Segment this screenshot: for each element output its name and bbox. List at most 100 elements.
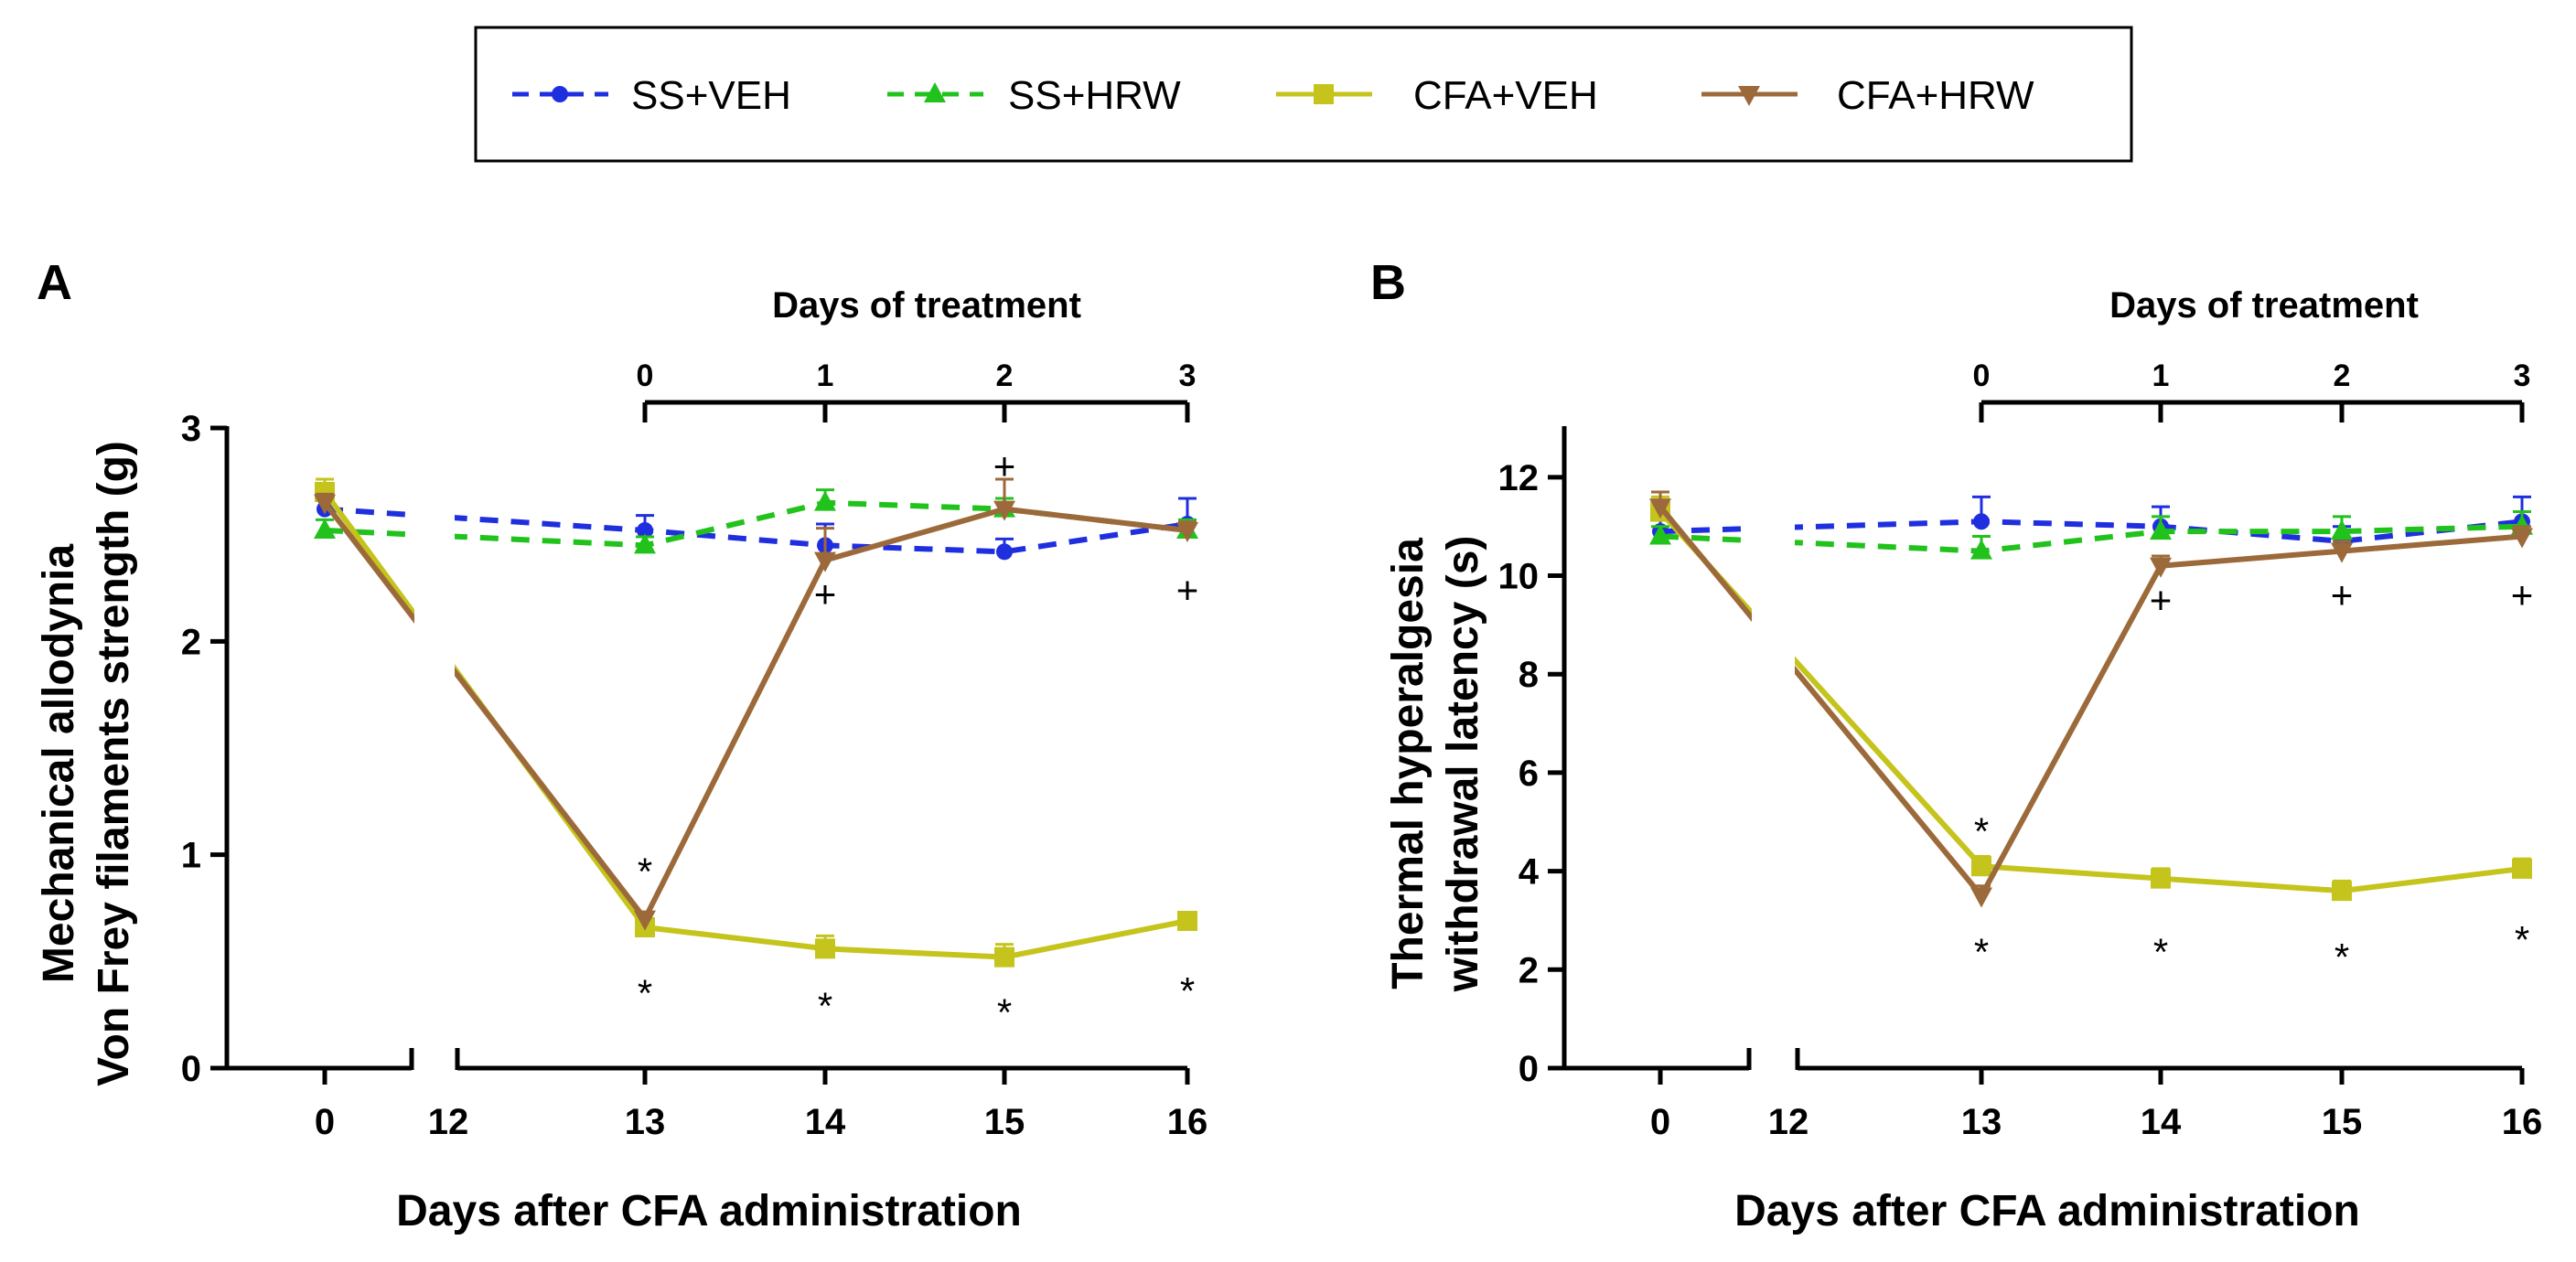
panel-b-treatment-tick-label-1: 1	[2152, 358, 2170, 393]
panel-b-x-tick-label-0: 0	[1650, 1102, 1670, 1142]
panel-b-treatment-tick-label-2: 2	[2334, 358, 2351, 393]
panel-a-point-cfa-hrw-13	[634, 910, 656, 931]
panel-a-xlabel: Days after CFA administration	[396, 1187, 1022, 1235]
panel-b-significance-star-4: *	[2515, 918, 2529, 961]
panel-a-treatment-tick-label-0: 0	[637, 358, 654, 393]
panel-a-ylabel-line2: Von Frey filaments strength (g)	[90, 441, 138, 1086]
panel-b-y-tick-label-6: 6	[1519, 754, 1539, 794]
panel-b-point-ss-hrw-15	[2331, 519, 2353, 540]
panel-a-significance-star-0: *	[638, 850, 652, 893]
panel-a-ylabel-line1: Mechanical allodynia	[35, 544, 83, 983]
panel-b-y-tick-label-4: 4	[1519, 852, 1540, 893]
panel-b-significance-star-2: *	[2153, 930, 2168, 973]
panel-b-ylabel-line2: withdrawal latency (s)	[1439, 536, 1487, 993]
panel-b-point-cfa-veh-15	[2332, 881, 2352, 902]
panel-a-significance-plus-7: +	[1176, 568, 1199, 611]
panel-a-x-tick-label-14: 14	[805, 1102, 846, 1142]
legend: SS+VEH SS+HRW CFA+VEH CFA+HRW	[474, 26, 2133, 163]
panel-b-treatment-tick-label-3: 3	[2514, 358, 2531, 393]
panel-a-point-ss-veh-13	[637, 522, 653, 539]
panel-b-point-cfa-hrw-16	[2511, 528, 2533, 549]
panel-b-ylabel-line1: Thermal hyperalgesia	[1384, 538, 1433, 989]
panel-b-x-tick-label-14: 14	[2141, 1102, 2182, 1142]
panel-b-significance-plus-5: +	[2150, 578, 2173, 621]
panel-a-x-tick-label-16: 16	[1167, 1102, 1208, 1142]
panel-b: B Days of treatment Thermal hyperalgesia…	[1370, 255, 2542, 1235]
panel-b-xlabel: Days after CFA administration	[1734, 1187, 2360, 1235]
panel-a: A Days of treatment Mechanical allodynia…	[35, 255, 1208, 1235]
panel-b-point-cfa-veh-13	[1971, 856, 1991, 877]
panel-a-point-ss-hrw-14	[814, 490, 836, 511]
panel-a-point-cfa-hrw-15	[993, 500, 1015, 521]
panel-b-point-cfa-hrw-13	[1970, 887, 1992, 908]
panel-b-point-cfa-veh-14	[2151, 868, 2171, 889]
panel-b-significance-plus-6: +	[2331, 573, 2354, 616]
panel-a-point-cfa-hrw-14	[814, 551, 836, 572]
panel-a-point-cfa-veh-15	[994, 946, 1014, 968]
panel-a-y-tick-label-0: 0	[181, 1049, 201, 1089]
panel-a-point-cfa-veh-14	[815, 938, 835, 959]
panel-a-treatment-tick-label-3: 3	[1179, 358, 1197, 393]
panel-a-x-tick-label-15: 15	[984, 1102, 1025, 1142]
panel-b-point-ss-hrw-13	[1970, 539, 1992, 560]
panel-a-point-ss-hrw-0	[314, 519, 336, 539]
panel-b-point-ss-hrw-0	[1649, 524, 1671, 545]
panel-a-significance-plus-6: +	[814, 572, 837, 615]
panel-a-significance-plus-5: +	[993, 444, 1016, 487]
panel-b-y-tick-label-8: 8	[1519, 655, 1539, 695]
panel-b-axis-break-gap	[1752, 410, 1795, 1041]
panel-b-x-tick-label-16: 16	[2502, 1102, 2543, 1142]
panel-a-significance-star-1: *	[638, 971, 652, 1014]
panel-a-axis-break-gap	[414, 410, 455, 1041]
panel-a-y-tick-label-1: 1	[181, 836, 201, 876]
panel-a-x-tick-label-13: 13	[625, 1102, 666, 1142]
panel-a-y-tick-label-3: 3	[181, 409, 201, 449]
panel-a-series-cfa-hrw	[314, 477, 1198, 931]
legend-label-ss-hrw: SS+HRW	[1008, 73, 1181, 118]
panel-b-point-ss-hrw-14	[2150, 519, 2172, 540]
legend-label-ss-veh: SS+VEH	[631, 73, 791, 118]
legend-marker-cfa-veh	[1314, 84, 1334, 104]
panel-a-significance-star-3: *	[997, 990, 1012, 1033]
legend-label-cfa-hrw: CFA+HRW	[1837, 73, 2034, 118]
legend-marker-cfa-hrw	[1738, 86, 1760, 106]
panel-b-y-tick-label-0: 0	[1519, 1049, 1539, 1089]
panel-b-x-tick-label-13: 13	[1961, 1102, 2002, 1142]
panel-a-x-tick-label-0: 0	[315, 1102, 335, 1142]
panel-a-y-tick-label-2: 2	[181, 622, 201, 662]
panel-a-point-ss-hrw-13	[634, 533, 656, 554]
panel-a-point-cfa-hrw-16	[1176, 522, 1198, 542]
panel-b-x-tick-label-12: 12	[1768, 1102, 1809, 1142]
panel-b-point-cfa-veh-16	[2512, 858, 2532, 879]
panel-b-series-cfa-hrw	[1649, 490, 2533, 908]
panel-a-significance-star-2: *	[818, 984, 832, 1027]
panel-b-y-tick-label-10: 10	[1498, 557, 1540, 597]
panel-b-label: B	[1370, 255, 1406, 310]
panel-a-point-cfa-hrw-0	[314, 494, 336, 515]
panel-b-point-cfa-hrw-0	[1649, 498, 1671, 519]
panel-b-point-cfa-hrw-15	[2331, 542, 2353, 563]
panel-b-point-cfa-hrw-14	[2150, 557, 2172, 578]
panel-a-point-ss-veh-15	[996, 543, 1013, 561]
panel-a-point-cfa-veh-16	[1177, 911, 1197, 931]
legend-marker-ss-hrw	[924, 82, 946, 102]
panel-b-treatment-title: Days of treatment	[2109, 285, 2419, 326]
panel-a-x-tick-label-12: 12	[428, 1102, 469, 1142]
panel-b-x-tick-label-15: 15	[2322, 1102, 2363, 1142]
legend-label-cfa-veh: CFA+VEH	[1413, 73, 1598, 118]
panel-b-y-tick-label-2: 2	[1519, 950, 1539, 990]
panel-b-treatment-tick-label-0: 0	[1973, 358, 1991, 393]
panel-b-y-tick-label-12: 12	[1498, 458, 1540, 498]
panel-a-treatment-tick-label-2: 2	[996, 358, 1014, 393]
legend-marker-ss-veh	[552, 86, 568, 102]
panel-b-point-ss-veh-13	[1973, 513, 1990, 530]
panel-b-significance-star-1: *	[1974, 930, 1989, 973]
panel-b-significance-star-3: *	[2334, 936, 2349, 979]
panel-a-significance-star-4: *	[1180, 969, 1195, 1012]
panel-a-label: A	[37, 255, 72, 310]
panel-b-significance-star-0: *	[1974, 810, 1989, 853]
panel-a-treatment-tick-label-1: 1	[817, 358, 834, 393]
panel-b-significance-plus-7: +	[2511, 573, 2534, 616]
panel-a-treatment-title: Days of treatment	[772, 285, 1081, 326]
